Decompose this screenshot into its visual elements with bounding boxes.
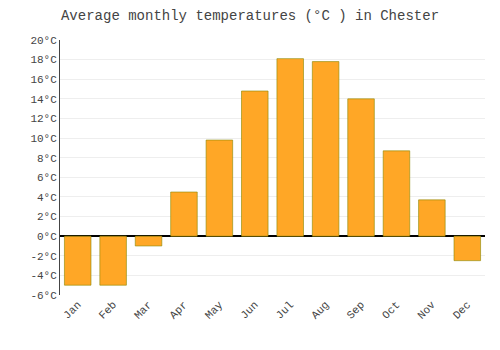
svg-text:6°C: 6°C [37, 172, 57, 184]
svg-text:Nov: Nov [415, 299, 438, 322]
svg-text:Average monthly temperatures (: Average monthly temperatures (°C ) in Ch… [61, 8, 439, 24]
svg-text:18°C: 18°C [30, 54, 57, 66]
svg-text:2°C: 2°C [37, 211, 57, 223]
svg-text:Feb: Feb [97, 299, 119, 321]
svg-text:Jan: Jan [61, 299, 83, 321]
svg-text:Jul: Jul [274, 299, 296, 321]
svg-text:Aug: Aug [309, 299, 331, 321]
svg-text:10°C: 10°C [30, 133, 57, 145]
svg-text:12°C: 12°C [30, 113, 57, 125]
svg-text:May: May [203, 299, 226, 322]
svg-text:0°C: 0°C [37, 231, 57, 243]
svg-text:Jun: Jun [238, 299, 260, 321]
svg-text:-6°C: -6°C [30, 290, 57, 302]
svg-text:8°C: 8°C [37, 153, 57, 165]
svg-text:16°C: 16°C [30, 74, 57, 86]
svg-text:-4°C: -4°C [30, 270, 57, 282]
svg-text:14°C: 14°C [30, 94, 57, 106]
svg-text:-2°C: -2°C [30, 251, 57, 263]
svg-text:Mar: Mar [132, 299, 154, 321]
svg-text:Oct: Oct [380, 299, 402, 321]
svg-text:Sep: Sep [345, 299, 367, 321]
svg-text:20°C: 20°C [30, 35, 57, 47]
svg-text:Dec: Dec [451, 299, 473, 321]
svg-text:Apr: Apr [167, 299, 189, 321]
svg-text:4°C: 4°C [37, 192, 57, 204]
